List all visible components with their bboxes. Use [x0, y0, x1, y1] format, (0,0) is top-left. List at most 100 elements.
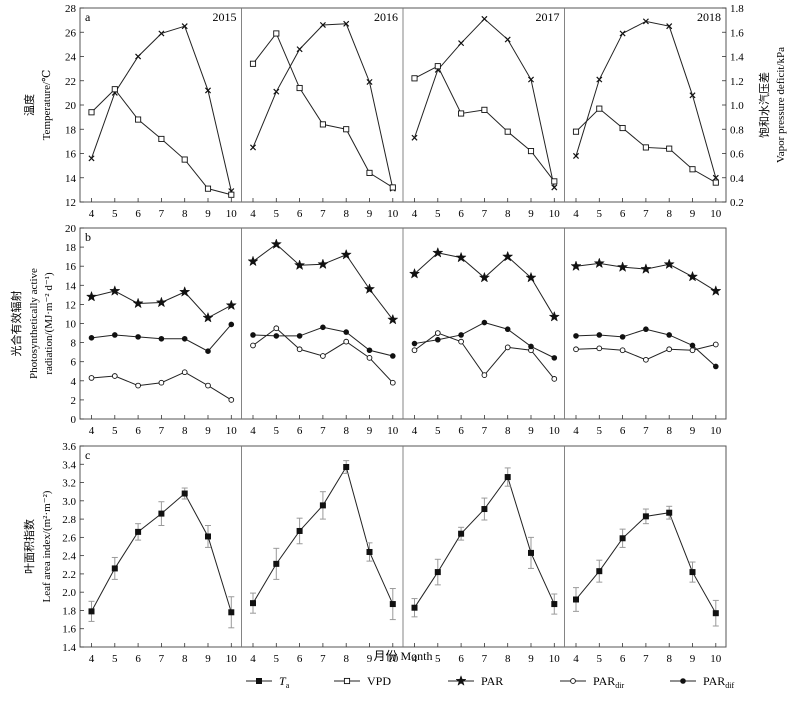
panel-letter: c — [85, 448, 90, 462]
par_dif-point — [228, 321, 235, 328]
x-tick-label: 4 — [250, 208, 256, 220]
y2-axis-title-en: Vapor pressure deficit/kPa — [775, 47, 787, 163]
y-tick-label: 2.2 — [62, 569, 76, 581]
x-tick-label: 10 — [226, 208, 238, 220]
x-tick-label: 5 — [112, 653, 118, 665]
x-tick-label: 4 — [250, 653, 256, 665]
y-tick-label: 22 — [65, 76, 76, 88]
par-point — [202, 311, 214, 323]
par-point — [109, 285, 121, 296]
y-axis-title-cn: 光合有效辐射 — [9, 291, 23, 357]
vpd-point — [296, 84, 303, 92]
lai-point — [228, 609, 235, 616]
x-tick-label: 6 — [135, 653, 141, 665]
lai-point — [573, 596, 580, 603]
par-point — [155, 296, 168, 308]
y-tick-label: 2.6 — [62, 532, 76, 544]
x-tick-label: 10 — [387, 425, 399, 437]
x-tick-label: 10 — [226, 653, 238, 665]
par-point — [710, 285, 722, 296]
x-tick-label: 5 — [274, 425, 280, 437]
ta-line — [91, 25, 232, 192]
x-tick-label: 9 — [205, 653, 211, 665]
x-tick-label: 4 — [412, 208, 418, 220]
par_dir-point — [366, 355, 373, 361]
y-tick-label: 0 — [71, 414, 77, 426]
x-tick-label: 5 — [597, 425, 603, 437]
ta-point — [551, 184, 558, 191]
par_dif-point — [205, 348, 211, 354]
x-tick-label: 7 — [482, 208, 488, 220]
vpd-point — [527, 148, 535, 155]
x-tick-label: 6 — [135, 208, 141, 220]
vpd-point — [596, 105, 603, 112]
y-axis-title-en-line2: radiation/(MJ·m⁻² d⁻¹) — [43, 272, 55, 375]
x-tick-label: 6 — [458, 208, 464, 220]
par-point — [247, 255, 259, 267]
ta-point — [596, 76, 603, 83]
ta-point — [135, 53, 142, 60]
par-point — [455, 251, 467, 263]
vpd-point — [411, 75, 418, 82]
x-tick-label: 6 — [620, 425, 626, 437]
ta-point — [689, 92, 696, 99]
x-tick-label: 7 — [482, 653, 488, 665]
par_dif-point — [504, 326, 511, 333]
y2-tick-label: 0.2 — [730, 197, 744, 209]
x-tick-label: 10 — [710, 425, 722, 437]
par_dif-point — [458, 332, 464, 338]
vpd-point — [572, 128, 580, 135]
y-tick-label: 1.6 — [62, 624, 76, 636]
x-tick-label: 6 — [620, 208, 626, 220]
ta-point — [458, 40, 465, 47]
x-tick-label: 9 — [690, 653, 696, 665]
x-tick-label: 6 — [297, 425, 303, 437]
par-point — [317, 258, 329, 270]
par-point — [663, 258, 675, 270]
par_dif-point — [88, 335, 95, 341]
legend-label-ta: Ta — [279, 674, 290, 690]
ta-point — [204, 87, 212, 94]
vpd-point — [181, 156, 188, 163]
x-tick-label: 8 — [343, 425, 349, 437]
x-tick-label: 9 — [690, 208, 696, 220]
par-point — [616, 261, 629, 272]
x-tick-label: 9 — [367, 653, 373, 665]
vpd-point — [666, 145, 673, 152]
par_dir-point — [135, 382, 141, 389]
year-label: 2015 — [213, 10, 237, 24]
x-tick-label: 5 — [597, 653, 603, 665]
x-tick-label: 6 — [135, 425, 141, 437]
par_dif-point — [481, 319, 488, 326]
y-tick-label: 3.4 — [62, 459, 76, 471]
y2-tick-label: 1.2 — [730, 76, 744, 88]
par_dir-point — [712, 341, 719, 348]
y-tick-label: 3.6 — [62, 441, 76, 453]
x-tick-label: 4 — [412, 425, 418, 437]
y-tick-label: 24 — [65, 52, 77, 64]
x-tick-label: 7 — [320, 425, 326, 437]
legend-marker-vpd — [343, 677, 351, 685]
x-tick-label: 4 — [573, 208, 579, 220]
y-tick-label: 1.8 — [62, 605, 76, 617]
x-tick-label: 7 — [320, 208, 326, 220]
par_dir-point — [504, 344, 511, 351]
par_dir-point — [320, 353, 326, 359]
par_dir-point — [205, 382, 211, 389]
par-point — [132, 297, 144, 309]
vpd-point — [343, 126, 350, 133]
x-tick-label: 9 — [528, 208, 534, 220]
legend-marker-par — [455, 675, 467, 686]
par_dif-point — [250, 332, 256, 338]
ta-point — [88, 155, 95, 162]
lai-point — [504, 474, 511, 481]
vpd-point — [158, 135, 165, 143]
par_dir-point — [88, 375, 95, 381]
par-point — [640, 263, 652, 274]
par_dir-point — [111, 373, 118, 379]
vpd-point — [319, 121, 326, 128]
x-tick-label: 10 — [710, 653, 722, 665]
y2-tick-label: 0.8 — [730, 124, 744, 136]
x-tick-label: 6 — [458, 653, 464, 665]
x-tick-label: 10 — [226, 425, 238, 437]
